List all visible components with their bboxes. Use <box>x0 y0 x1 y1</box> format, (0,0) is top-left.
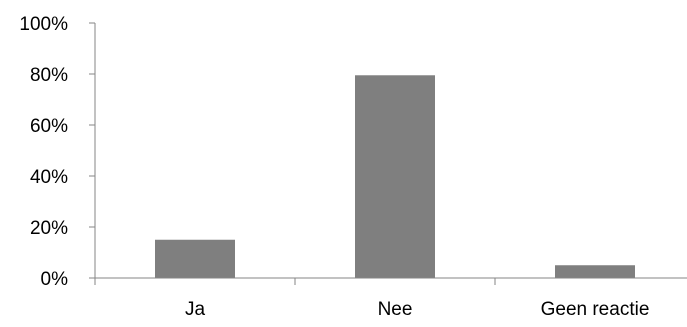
axes-layer <box>89 22 687 285</box>
y-tick-label: 80% <box>30 65 68 86</box>
bar-geen-reactie <box>555 265 635 278</box>
x-tick-label: Nee <box>378 299 413 320</box>
bar-ja <box>155 239 235 278</box>
y-tick-label: 40% <box>30 167 68 188</box>
bar-nee <box>355 75 435 279</box>
y-tick-label: 60% <box>30 116 68 137</box>
x-tick-label: Geen reactie <box>541 299 650 320</box>
labels-layer: 0% 20% 40% 60% 80% 100% Ja Nee Geen reactie <box>19 14 649 320</box>
y-tick-label: 0% <box>41 269 69 290</box>
x-tick-label: Ja <box>185 299 206 320</box>
y-tick-label: 20% <box>30 218 68 239</box>
bars-layer <box>155 75 635 279</box>
y-tick-label: 100% <box>19 14 68 35</box>
